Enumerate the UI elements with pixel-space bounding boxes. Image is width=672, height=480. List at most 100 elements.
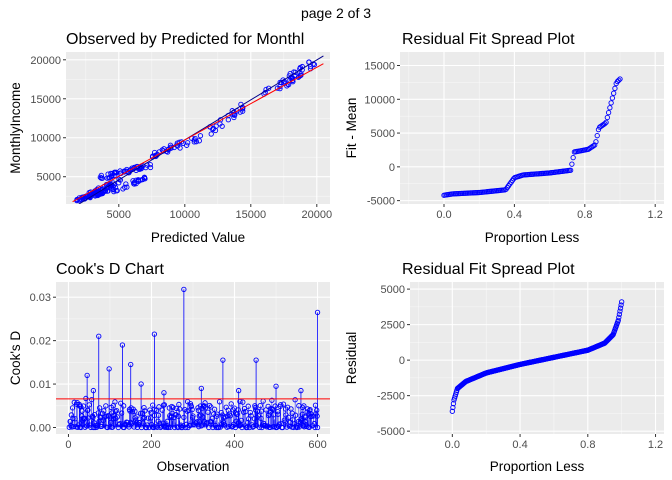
data-point — [616, 311, 623, 317]
influential-point — [314, 309, 321, 316]
observation-point — [138, 410, 144, 416]
observation-point — [70, 415, 76, 422]
charts-group: 5000 10000 15000 200005000100001500020000Ob… — [8, 31, 664, 474]
observation-point — [188, 403, 194, 410]
chart-title: Observed by Predicted for Monthl — [66, 31, 304, 48]
data-point — [602, 121, 608, 127]
data-point — [616, 314, 622, 320]
panel-background — [410, 282, 664, 434]
y-axis-label: Fit - Mean — [344, 98, 359, 159]
observation-point — [208, 404, 214, 410]
data-point — [133, 180, 139, 187]
observation-point — [173, 405, 180, 412]
data-point — [208, 131, 214, 137]
page-title: page 2 of 3 — [301, 5, 371, 21]
observation-point — [216, 399, 223, 405]
influential-point — [128, 361, 134, 368]
observation-point — [272, 403, 278, 409]
influential-point — [84, 372, 90, 379]
observation-point — [116, 421, 122, 428]
observation-point — [205, 409, 211, 415]
x-axis-label: Observation — [157, 459, 230, 474]
observation-point — [137, 419, 143, 426]
observation-point — [131, 424, 137, 430]
observation-point — [89, 396, 95, 403]
influential-point — [161, 390, 167, 396]
x-tick-label: 5000 — [107, 209, 131, 221]
observation-point — [257, 402, 263, 409]
data-point — [98, 172, 104, 179]
observation-point — [96, 405, 103, 411]
observation-point — [203, 421, 209, 427]
data-point — [111, 172, 117, 179]
x-tick-label: 20000 — [302, 209, 333, 221]
x-tick-label: 0.8 — [577, 209, 592, 221]
y-axis-label: Cook's D — [8, 331, 23, 386]
observation-point — [69, 405, 76, 411]
observation-point — [148, 410, 154, 416]
data-point — [191, 139, 197, 145]
data-point — [127, 167, 133, 173]
observation-point — [170, 404, 176, 411]
observation-point — [206, 402, 213, 409]
data-point — [165, 146, 172, 152]
chart-title: Residual Fit Spread Plot — [402, 31, 575, 48]
data-point — [593, 139, 599, 145]
observation-point — [202, 400, 208, 406]
observation-point — [275, 408, 281, 415]
data-point — [98, 187, 104, 193]
data-point — [185, 140, 191, 146]
y-tick-label: -5000 — [367, 196, 395, 208]
data-point — [608, 100, 614, 106]
observation-point — [280, 401, 287, 407]
data-point — [178, 139, 185, 145]
panel-background — [66, 52, 330, 204]
y-tick-label: -2500 — [377, 391, 405, 403]
data-point — [177, 145, 183, 151]
data-point — [105, 184, 111, 190]
x-tick-label: 0.4 — [507, 209, 522, 221]
y-tick-label: 5000 — [371, 128, 395, 140]
observation-point — [90, 414, 96, 421]
observation-point — [277, 402, 284, 408]
data-point — [114, 188, 120, 194]
observation-point — [228, 401, 234, 407]
chart-title: Cook's D Chart — [56, 261, 165, 278]
plot-area — [441, 76, 623, 198]
x-axis-label: Proportion Less — [485, 230, 580, 245]
observation-point — [113, 408, 120, 414]
observation-point — [201, 403, 207, 410]
influential-point — [96, 333, 102, 339]
observation-point — [145, 415, 151, 421]
observation-point — [77, 403, 84, 410]
observation-point — [227, 413, 234, 419]
y-tick-label: 5000 — [37, 172, 61, 184]
observation-point — [79, 408, 85, 414]
y-tick-label: 0 — [399, 355, 405, 367]
observation-point — [177, 406, 183, 412]
data-point — [567, 167, 574, 173]
observation-point — [255, 408, 261, 414]
data-point — [308, 63, 314, 70]
panel-background — [400, 52, 664, 204]
data-point — [123, 181, 129, 187]
plot-area — [449, 299, 625, 414]
observation-point — [161, 402, 168, 408]
plot-area — [56, 286, 330, 431]
y-tick-label: 10000 — [30, 133, 61, 145]
observation-point — [80, 403, 87, 409]
observation-point — [258, 408, 265, 414]
data-point — [605, 109, 612, 116]
observation-point — [282, 419, 288, 425]
data-point — [603, 119, 609, 126]
x-tick-label: 15000 — [236, 209, 267, 221]
chart-2: 0.0 0.4 0.8 1.2 -5000 0 5000 10000 15000 Residual… — [344, 31, 664, 245]
observation-point — [156, 404, 162, 410]
observation-point — [85, 407, 91, 413]
observation-point — [314, 413, 320, 419]
y-tick-label: 0.03 — [30, 292, 51, 304]
chart-3: 0 200 400 600 0.00 0.01 0.02 0.03 Cook's D Chart… — [8, 261, 330, 474]
data-point — [590, 143, 597, 149]
observation-point — [132, 408, 138, 414]
